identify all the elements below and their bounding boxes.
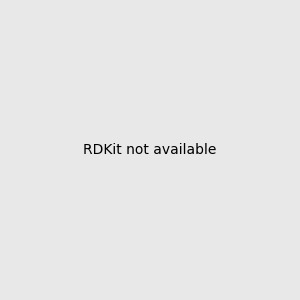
- Text: RDKit not available: RDKit not available: [83, 143, 217, 157]
